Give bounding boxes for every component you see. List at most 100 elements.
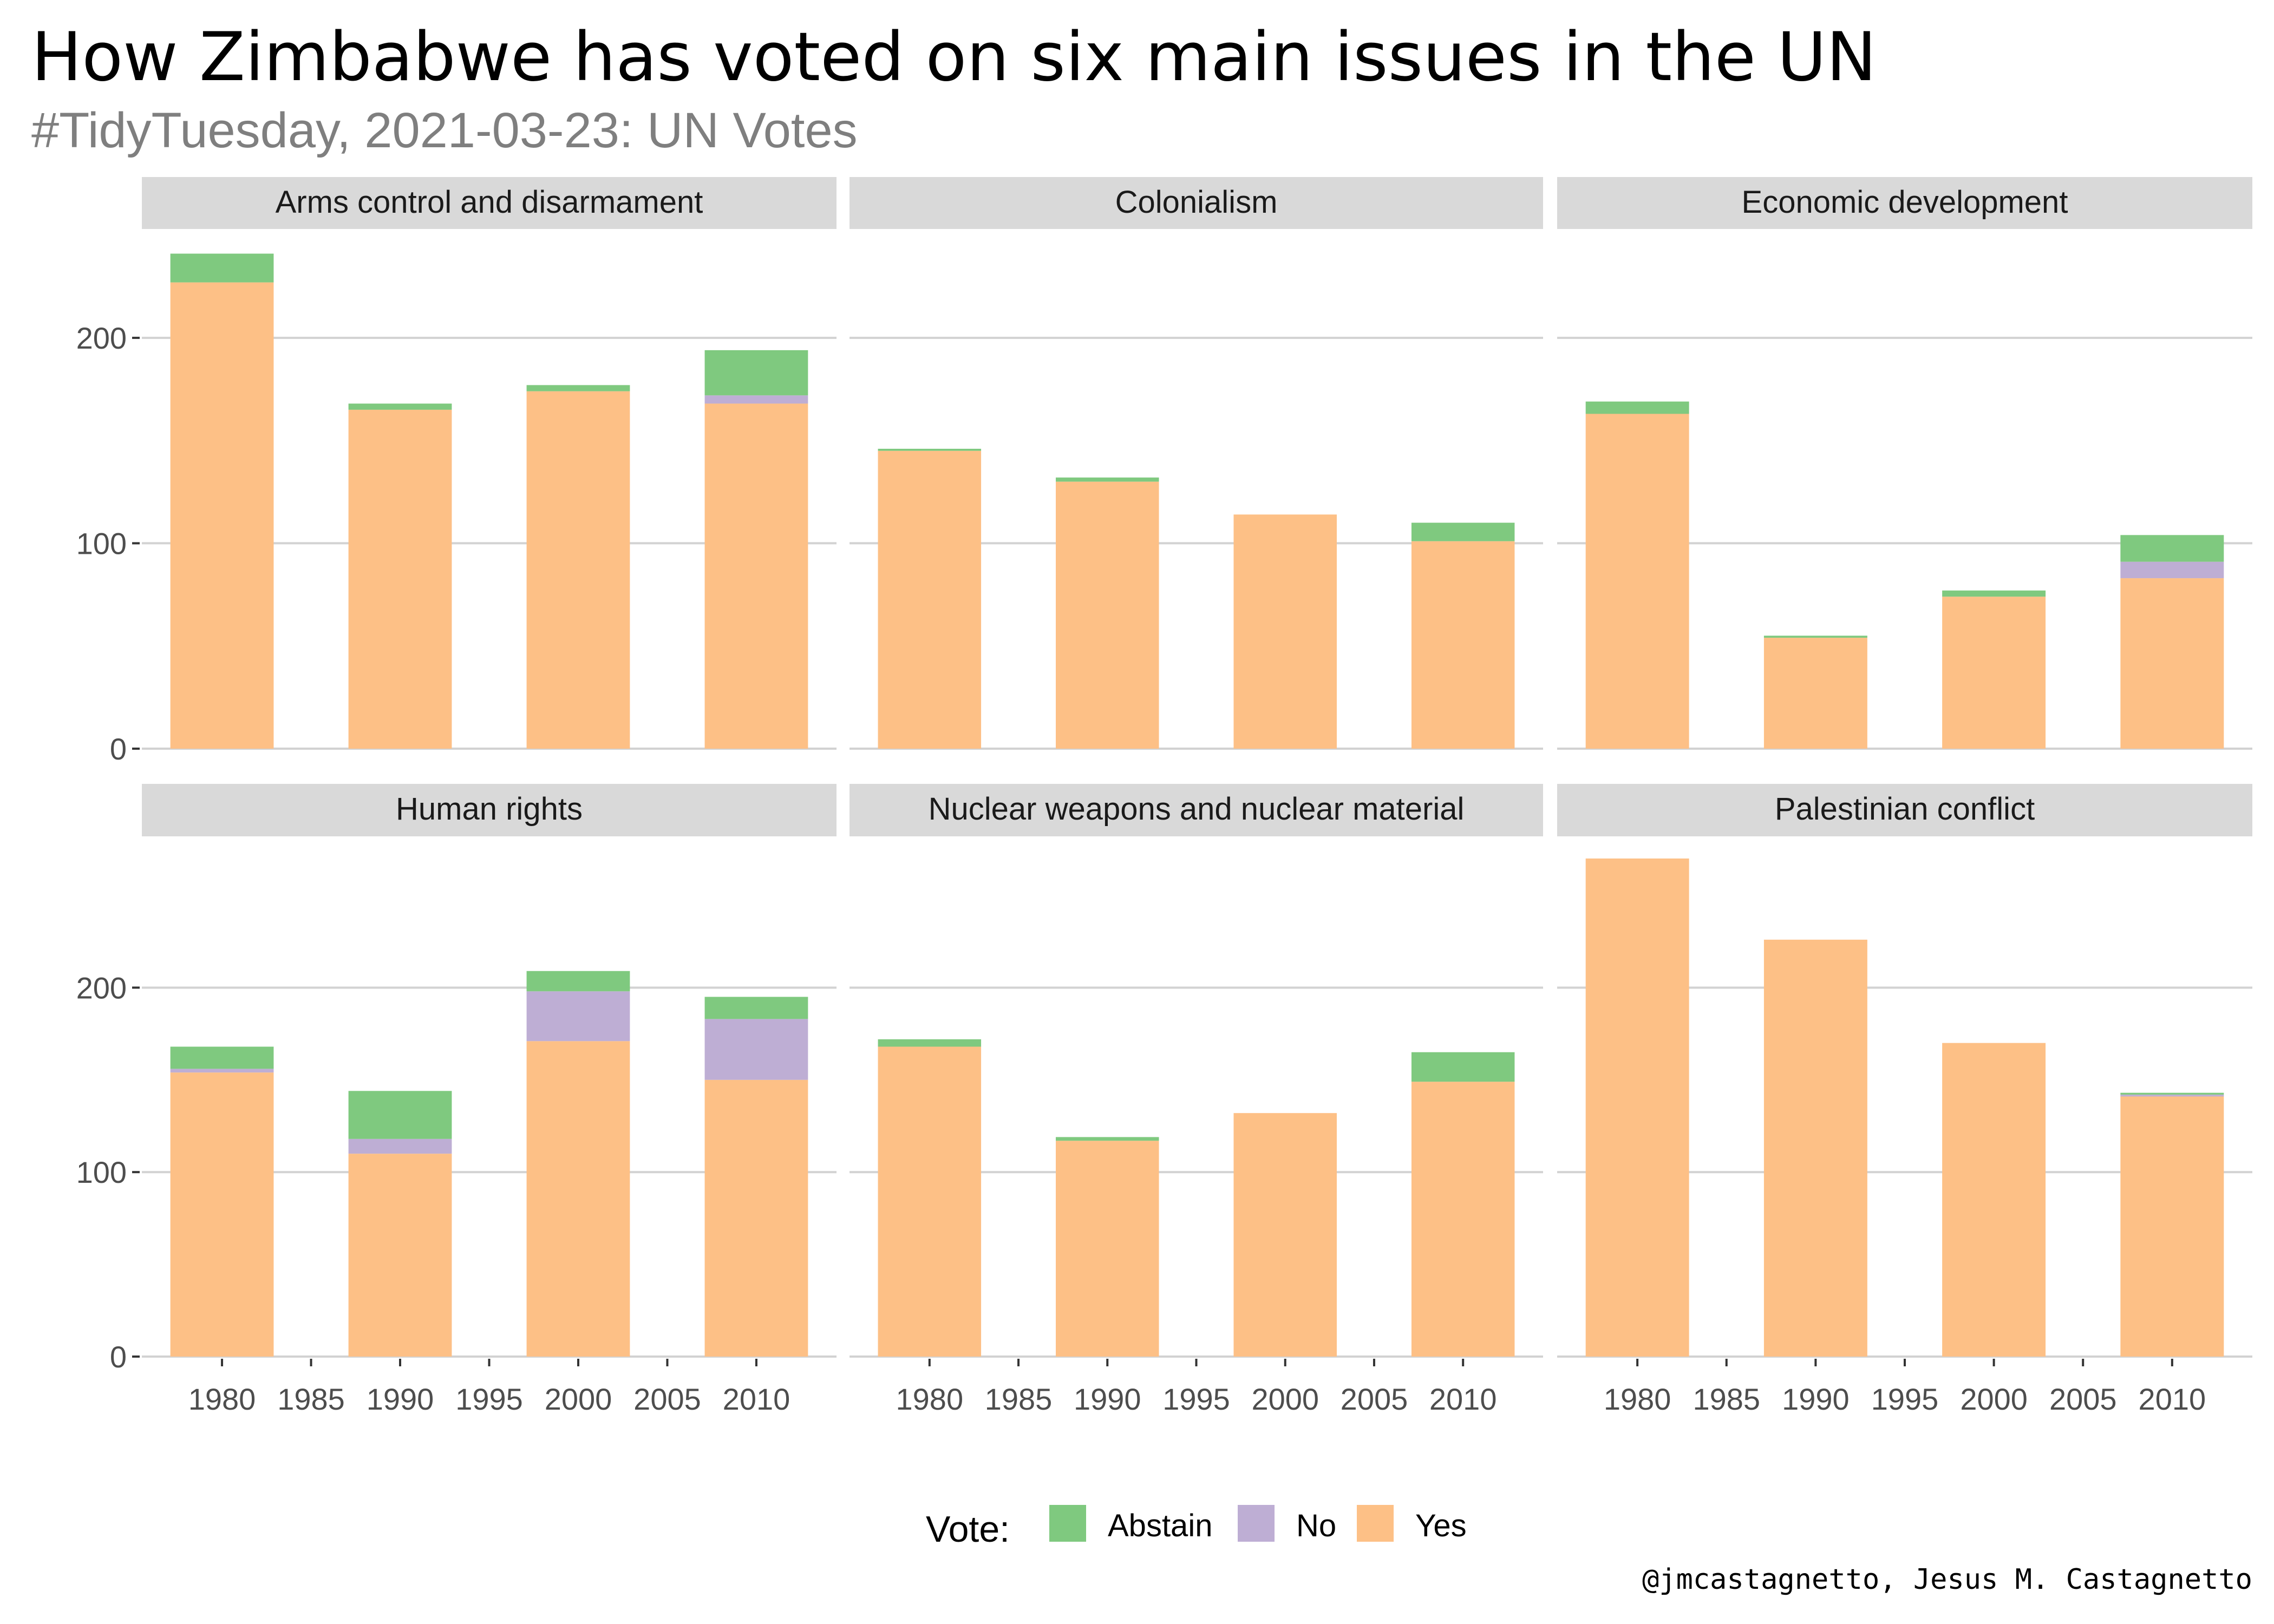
x-tick-label: 1995 [1162, 1382, 1230, 1416]
x-tick-label: 1985 [1693, 1382, 1760, 1416]
bar-abstain-2000 [526, 385, 630, 391]
x-tick-label: 1980 [1604, 1382, 1671, 1416]
panel-human-rights: Human rights 0 100 200 1980 1985 1990 1995 2000 2… [76, 784, 837, 1416]
y-tick-label: 200 [76, 971, 127, 1005]
bar-abstain-2010 [2120, 1092, 2224, 1095]
legend-label-no: No [1296, 1508, 1336, 1543]
facet-label: Human rights [396, 791, 583, 827]
x-tick-label: 1990 [1782, 1382, 1850, 1416]
bar-no-2010 [2120, 1095, 2224, 1097]
legend-key-no [1238, 1505, 1275, 1542]
bar-abstain-2000 [526, 971, 630, 992]
bar-no-1980 [170, 1069, 274, 1073]
x-tick-label: 2000 [1960, 1382, 2028, 1416]
facet-strip [142, 784, 837, 836]
x-tick-label: 1990 [367, 1382, 434, 1416]
x-tick-label: 1980 [896, 1382, 964, 1416]
bar-yes-1980 [1585, 414, 1689, 749]
bar-yes-2000 [1942, 1043, 2046, 1357]
bar-abstain-1980 [878, 449, 982, 451]
x-tick-label: 2010 [723, 1382, 790, 1416]
bar-abstain-1980 [878, 1039, 982, 1047]
panel-colonialism: Colonialism [850, 177, 1543, 750]
bar-yes-2000 [526, 1041, 630, 1357]
facet-strip [142, 177, 837, 229]
bar-yes-2010 [1411, 541, 1515, 749]
x-tick-label: 2000 [1251, 1382, 1319, 1416]
facet-label: Economic development [1742, 185, 2068, 220]
panel-palestinian-conflict: Palestinian conflict 1980 1985 1990 1995 2000… [1557, 784, 2252, 1416]
bar-yes-1980 [878, 450, 982, 749]
bar-yes-1990 [348, 409, 452, 749]
x-tick-label: 1995 [455, 1382, 523, 1416]
x-tick-label: 2000 [545, 1382, 612, 1416]
bar-abstain-2010 [704, 997, 808, 1019]
bar-yes-1980 [1585, 858, 1689, 1357]
panel-arms-control-and-disarmament: Arms control and disarmament 0 100 200 [76, 177, 837, 766]
bar-abstain-1990 [1763, 636, 1867, 638]
facet-strip [850, 784, 1543, 836]
y-tick-label: 0 [110, 732, 127, 766]
legend-title: Vote: [926, 1509, 1010, 1550]
x-tick-label: 1980 [188, 1382, 256, 1416]
x-tick-label: 1990 [1074, 1382, 1141, 1416]
bar-abstain-1990 [1056, 1137, 1159, 1141]
bar-abstain-2010 [2120, 535, 2224, 562]
facet-strip [1557, 177, 2252, 229]
y-tick-label: 100 [76, 1155, 127, 1189]
bar-yes-2010 [704, 403, 808, 749]
bar-yes-2010 [704, 1079, 808, 1357]
panel-nuclear-weapons-and-nuclear-material: Nuclear weapons and nuclear material 1980… [850, 784, 1543, 1416]
bar-abstain-1990 [348, 403, 452, 410]
bar-abstain-1990 [1056, 477, 1159, 482]
y-tick-label: 0 [110, 1340, 127, 1374]
chart-subtitle: #TidyTuesday, 2021-03-23: UN Votes [31, 103, 858, 158]
bar-yes-1990 [1763, 939, 1867, 1357]
facet-strip [850, 177, 1543, 229]
bar-abstain-2000 [1942, 590, 2046, 597]
x-tick-label: 2005 [1341, 1382, 1408, 1416]
bar-yes-1990 [348, 1154, 452, 1357]
bar-abstain-2010 [704, 350, 808, 396]
bar-yes-1990 [1056, 1141, 1159, 1357]
bar-abstain-1980 [170, 253, 274, 283]
legend-items: Abstain No Yes [1049, 1505, 1467, 1543]
facet-label: Palestinian conflict [1775, 791, 2035, 827]
bar-yes-1990 [1056, 481, 1159, 749]
bar-yes-2000 [526, 391, 630, 749]
bar-yes-1980 [878, 1046, 982, 1357]
bar-no-2010 [704, 395, 808, 404]
x-tick-label: 2010 [1429, 1382, 1497, 1416]
facet-label: Arms control and disarmament [276, 185, 703, 220]
bar-yes-2010 [2120, 1096, 2224, 1357]
y-tick-label: 200 [76, 321, 127, 355]
facet-label: Nuclear weapons and nuclear material [929, 791, 1465, 827]
chart-title: How Zimbabwe has voted on six main issue… [31, 18, 1877, 96]
legend-label-abstain: Abstain [1108, 1508, 1212, 1543]
x-tick-label: 2005 [2049, 1382, 2117, 1416]
x-tick-label: 1985 [277, 1382, 345, 1416]
bar-abstain-1980 [1585, 401, 1689, 414]
bar-yes-2000 [1233, 1113, 1337, 1357]
bar-abstain-2010 [1411, 1052, 1515, 1082]
bar-yes-1980 [170, 1072, 274, 1357]
bar-yes-2010 [1411, 1082, 1515, 1357]
legend-key-abstain [1049, 1505, 1086, 1542]
x-tick-label: 2005 [633, 1382, 701, 1416]
bar-no-1990 [348, 1138, 452, 1154]
x-tick-label: 1995 [1871, 1382, 1939, 1416]
legend: Vote: Abstain No Yes [926, 1505, 1467, 1550]
panel-economic-development: Economic development [1557, 177, 2252, 750]
bar-yes-1980 [170, 282, 274, 749]
bar-yes-2000 [1233, 514, 1337, 749]
facet-strip [1557, 784, 2252, 836]
x-tick-label: 2010 [2139, 1382, 2206, 1416]
facet-panels: Arms control and disarmament 0 100 200 Colon… [76, 177, 2252, 1416]
bar-abstain-1980 [170, 1046, 274, 1069]
bar-yes-2000 [1942, 597, 2046, 749]
legend-label-yes: Yes [1415, 1508, 1467, 1543]
bar-yes-2010 [2120, 578, 2224, 749]
bar-no-2000 [526, 991, 630, 1042]
bar-no-2010 [704, 1019, 808, 1080]
